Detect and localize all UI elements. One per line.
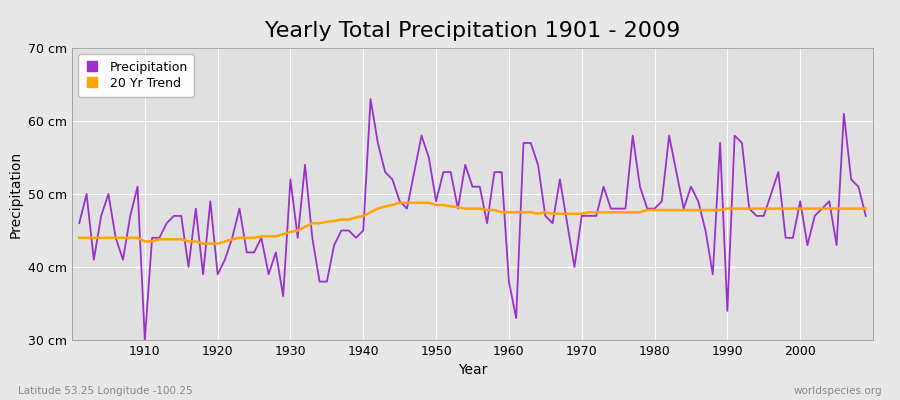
Line: 20 Yr Trend: 20 Yr Trend	[79, 203, 866, 244]
Precipitation	[511, 316, 522, 320]
Precipitation	[606, 206, 616, 211]
X-axis label: Year: Year	[458, 364, 487, 378]
20 Yr Trend	[132, 235, 143, 240]
Legend: Precipitation, 20 Yr Trend: Precipitation, 20 Yr Trend	[78, 54, 194, 96]
Precipitation	[860, 214, 871, 218]
20 Yr Trend	[518, 210, 529, 215]
20 Yr Trend	[394, 200, 405, 205]
Precipitation	[140, 338, 150, 342]
Text: Latitude 53.25 Longitude -100.25: Latitude 53.25 Longitude -100.25	[18, 386, 193, 396]
20 Yr Trend	[198, 241, 209, 246]
Title: Yearly Total Precipitation 1901 - 2009: Yearly Total Precipitation 1901 - 2009	[265, 21, 680, 41]
Precipitation	[132, 184, 143, 189]
Precipitation	[74, 221, 85, 226]
20 Yr Trend	[860, 206, 871, 211]
Y-axis label: Precipitation: Precipitation	[8, 150, 22, 238]
Line: Precipitation: Precipitation	[79, 99, 866, 340]
Precipitation	[518, 140, 529, 145]
Precipitation	[300, 162, 310, 167]
Text: worldspecies.org: worldspecies.org	[794, 386, 882, 396]
20 Yr Trend	[511, 210, 522, 215]
20 Yr Trend	[300, 224, 310, 229]
20 Yr Trend	[606, 210, 616, 215]
Precipitation	[343, 228, 354, 233]
Precipitation	[365, 97, 376, 102]
20 Yr Trend	[74, 235, 85, 240]
20 Yr Trend	[343, 217, 354, 222]
